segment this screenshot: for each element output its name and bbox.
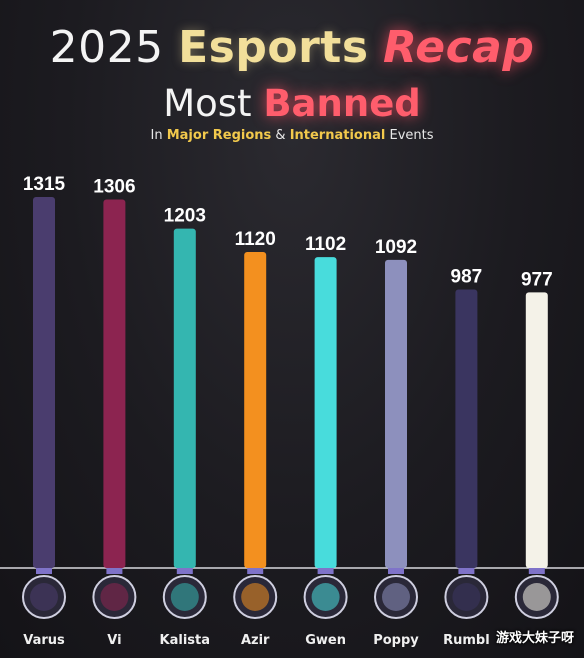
bar	[314, 257, 337, 568]
bar-connector	[176, 568, 193, 574]
bar	[33, 197, 55, 568]
subtitle-international: International	[289, 128, 386, 143]
bar-value-label: 987	[451, 267, 483, 288]
bar-value-label: 977	[521, 269, 553, 290]
title-most: Most	[163, 82, 252, 125]
bar-value-label: 1315	[23, 174, 66, 195]
champion-avatar-face	[170, 583, 199, 611]
category-label: Kalista	[160, 633, 210, 648]
title-banned: Banned	[263, 82, 421, 125]
category-label: Poppy	[373, 633, 419, 648]
bar-value-label: 1092	[375, 237, 417, 258]
champion-avatar-face	[522, 583, 551, 611]
chart-title-line-1: 2025 Esports Recap	[0, 22, 584, 73]
subtitle-major: Major Regions	[166, 128, 272, 143]
champion-avatar-face	[311, 583, 340, 611]
bar-value-label: 1203	[164, 206, 206, 227]
category-label: Rumbl	[443, 633, 490, 648]
champion-avatar-face	[452, 583, 481, 611]
bar-connector	[388, 568, 404, 574]
subtitle-in: In	[150, 128, 163, 143]
bar	[385, 259, 407, 568]
champion-avatar-face	[241, 583, 270, 611]
category-label: Gwen	[305, 633, 346, 648]
chart-subtitle: In Major Regions & International Events	[0, 128, 584, 143]
subtitle-amp: &	[275, 128, 286, 143]
bar	[244, 252, 267, 569]
title-year: 2025	[49, 22, 164, 73]
bar-value-label: 1102	[305, 234, 346, 255]
title-esports: Esports	[178, 22, 369, 73]
champion-avatar-face	[30, 583, 58, 611]
bar-value-label: 1306	[93, 177, 135, 198]
champion-avatar-face	[100, 583, 129, 611]
bar	[103, 199, 126, 568]
bar-connector	[247, 568, 264, 574]
bar	[455, 289, 478, 568]
title-recap: Recap	[383, 22, 535, 73]
watermark-text: 游戏大妹子呀	[495, 631, 574, 646]
bar-connector	[106, 568, 123, 574]
bar	[525, 292, 548, 568]
subtitle-events: Events	[389, 128, 434, 143]
bar-connector	[528, 568, 545, 574]
chart-header: 2025 Esports Recap Most Banned In Major …	[0, 0, 584, 160]
chart-title-line-2: Most Banned	[0, 82, 584, 125]
bar-connector	[317, 568, 334, 574]
bar	[173, 228, 196, 568]
bar-connector	[458, 568, 475, 574]
category-label: Varus	[23, 633, 65, 648]
champion-avatar-face	[382, 583, 410, 611]
category-label: Vi	[107, 633, 121, 648]
category-label: Azir	[241, 633, 270, 648]
bar-connector	[36, 568, 52, 574]
bar-value-label: 1120	[235, 229, 276, 250]
